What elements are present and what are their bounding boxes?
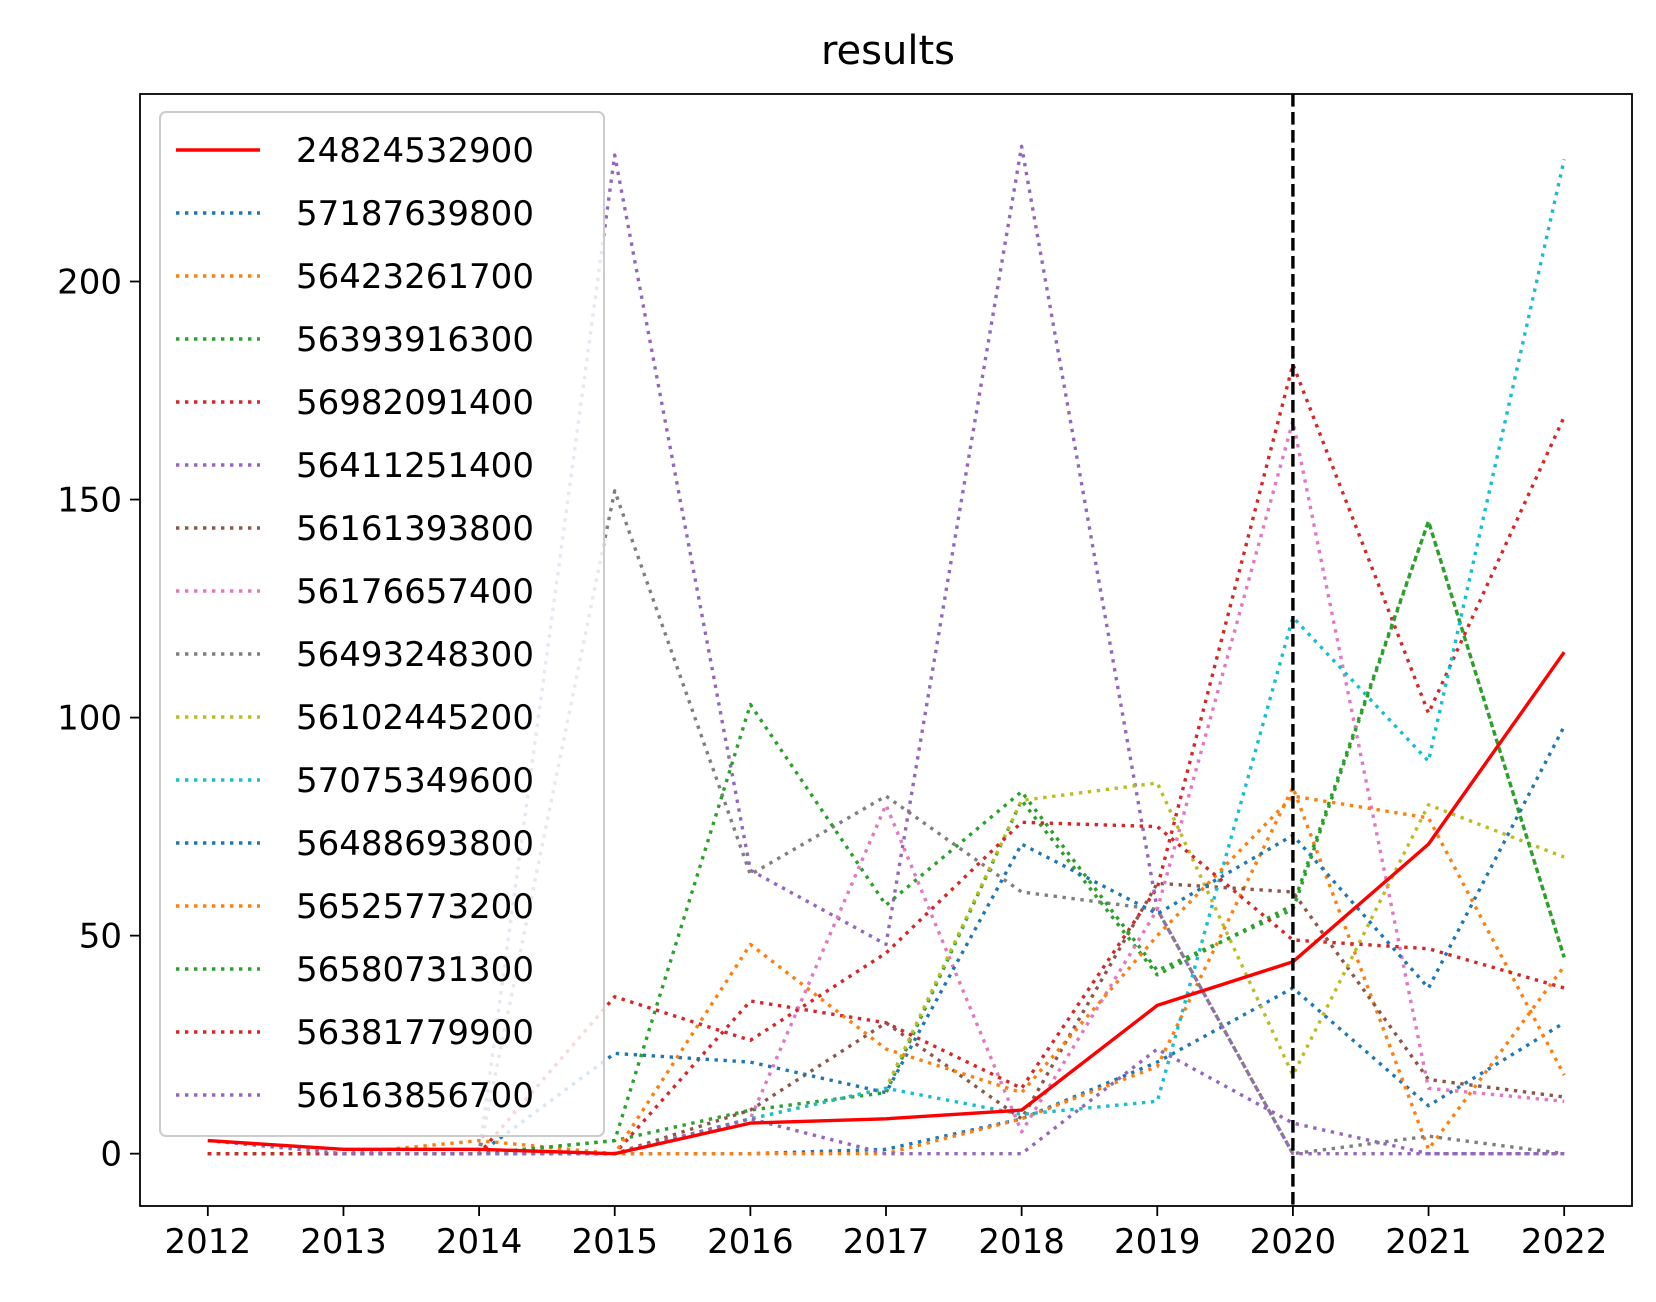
y-tick-label: 0 <box>100 1135 122 1175</box>
legend-label: 56176657400 <box>296 572 534 612</box>
legend-label: 56525773200 <box>296 887 534 927</box>
x-tick-label: 2021 <box>1385 1222 1472 1262</box>
legend-label: 56411251400 <box>296 446 534 486</box>
legend-box <box>159 111 605 1137</box>
legend-label: 24824532900 <box>296 131 534 171</box>
legend-label: 57187639800 <box>296 194 534 234</box>
x-tick-label: 2017 <box>843 1222 930 1262</box>
series-layer <box>207 94 1566 1206</box>
series-line-24824532900 <box>207 651 1566 1156</box>
y-tick-label: 200 <box>57 263 122 303</box>
y-tick-label: 100 <box>57 699 122 739</box>
x-tick-label: 2020 <box>1250 1222 1337 1262</box>
legend-label: 56580731300 <box>296 950 534 990</box>
legend-label: 56393916300 <box>296 320 534 360</box>
x-tick-label: 2012 <box>165 1222 252 1262</box>
x-tick-label: 2018 <box>978 1222 1065 1262</box>
legend-label: 56493248300 <box>296 635 534 675</box>
legend-label: 57075349600 <box>296 761 534 801</box>
y-tick-label: 150 <box>57 481 122 521</box>
x-tick-label: 2014 <box>436 1222 523 1262</box>
legend: 24824532900 57187639800 56423261700 5639391… <box>159 111 605 1137</box>
x-tick-label: 2015 <box>571 1222 658 1262</box>
legend-label: 56161393800 <box>296 509 534 549</box>
x-tick-label: 2016 <box>707 1222 794 1262</box>
series-line-56163856700 <box>207 1047 1565 1156</box>
legend-label: 56488693800 <box>296 824 534 864</box>
legend-label: 56381779900 <box>296 1013 534 1053</box>
x-tick-label: 2022 <box>1521 1222 1608 1262</box>
y-tick-label: 50 <box>79 917 122 957</box>
x-tick-label: 2019 <box>1114 1222 1201 1262</box>
axes-layer: 2012 2013 2014 2015 2016 2017 2018 2019 2020 2021… <box>57 93 1633 1262</box>
series-line-56525773200 <box>207 794 1566 1156</box>
legend-label: 56423261700 <box>296 257 534 297</box>
legend-label: 56982091400 <box>296 383 534 423</box>
legend-label: 56163856700 <box>296 1076 534 1116</box>
chart-title: results <box>821 28 955 74</box>
x-tick-label: 2013 <box>300 1222 387 1262</box>
legend-label: 56102445200 <box>296 698 534 738</box>
